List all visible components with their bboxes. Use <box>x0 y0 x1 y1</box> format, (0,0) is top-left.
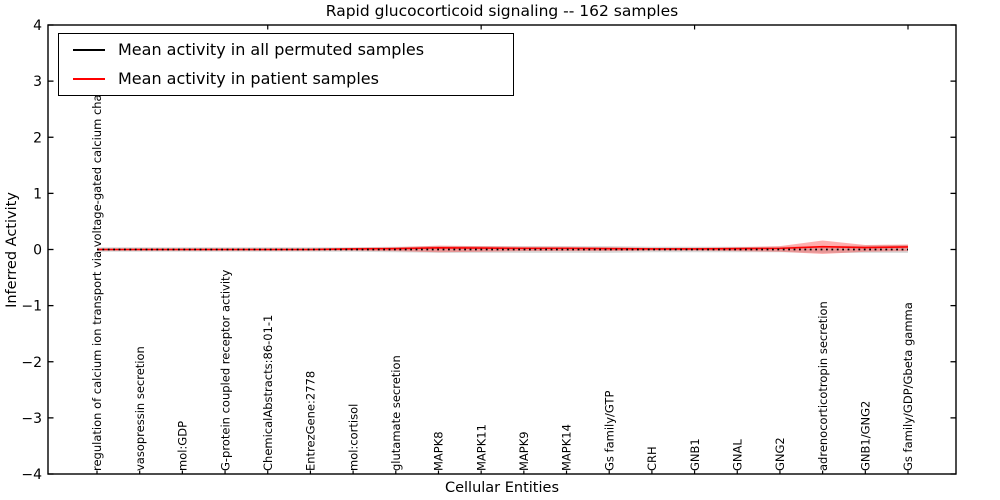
x-tick-label: CRH <box>645 446 659 471</box>
legend-item-permuted: Mean activity in all permuted samples <box>59 36 513 65</box>
legend-item-patient: Mean activity in patient samples <box>59 65 513 94</box>
patient-line-swatch <box>73 78 105 80</box>
legend-label-patient: Mean activity in patient samples <box>118 69 379 88</box>
y-tick-label: −4 <box>21 467 42 483</box>
x-tick-label: regulation of calcium ion transport via … <box>90 70 104 471</box>
y-tick-label: 4 <box>33 18 42 34</box>
y-tick-label: −1 <box>21 299 42 315</box>
x-tick-label: GNB1 <box>688 438 702 471</box>
legend: Mean activity in all permuted samples Me… <box>58 33 514 96</box>
x-tick-label: Gs family/GTP <box>602 391 616 471</box>
x-tick-label: MAPK8 <box>432 431 446 471</box>
x-tick-label: mol:cortisol <box>346 404 360 471</box>
x-tick-label: GNB1/GNG2 <box>859 401 873 471</box>
x-tick-label: adrenocorticotropin secretion <box>816 301 830 471</box>
y-tick-label: 1 <box>33 186 42 202</box>
x-tick-label: G-protein coupled receptor activity <box>218 269 232 471</box>
x-tick-label: glutamate secretion <box>389 355 403 471</box>
patient-band <box>97 240 908 254</box>
x-tick-label: EntrezGene:2778 <box>304 371 318 471</box>
x-tick-label: MAPK9 <box>517 431 531 471</box>
x-tick-label: GNAL <box>730 439 744 471</box>
y-axis-title: Inferred Activity <box>4 192 20 308</box>
y-tick-label: 0 <box>33 243 42 259</box>
permuted-line-swatch <box>73 49 105 51</box>
y-tick-label: −2 <box>21 355 42 371</box>
x-tick-label: MAPK14 <box>560 424 574 471</box>
x-tick-label: GNG2 <box>773 437 787 471</box>
x-tick-label: mol:GDP <box>176 421 190 471</box>
y-tick-label: 2 <box>33 130 42 146</box>
y-tick-label: 3 <box>33 74 42 90</box>
x-tick-label: ChemicalAbstracts:86-01-1 <box>261 315 275 471</box>
x-axis-title: Cellular Entities <box>444 480 560 496</box>
legend-label-permuted: Mean activity in all permuted samples <box>118 40 425 59</box>
y-tick-label: −3 <box>21 411 42 427</box>
x-tick-label: vasopressin secretion <box>133 346 147 471</box>
x-tick-label: MAPK11 <box>474 424 488 471</box>
chart-title: Rapid glucocorticoid signaling -- 162 sa… <box>325 2 679 20</box>
x-tick-label: Gs family/GDP/Gbeta gamma <box>901 302 915 471</box>
